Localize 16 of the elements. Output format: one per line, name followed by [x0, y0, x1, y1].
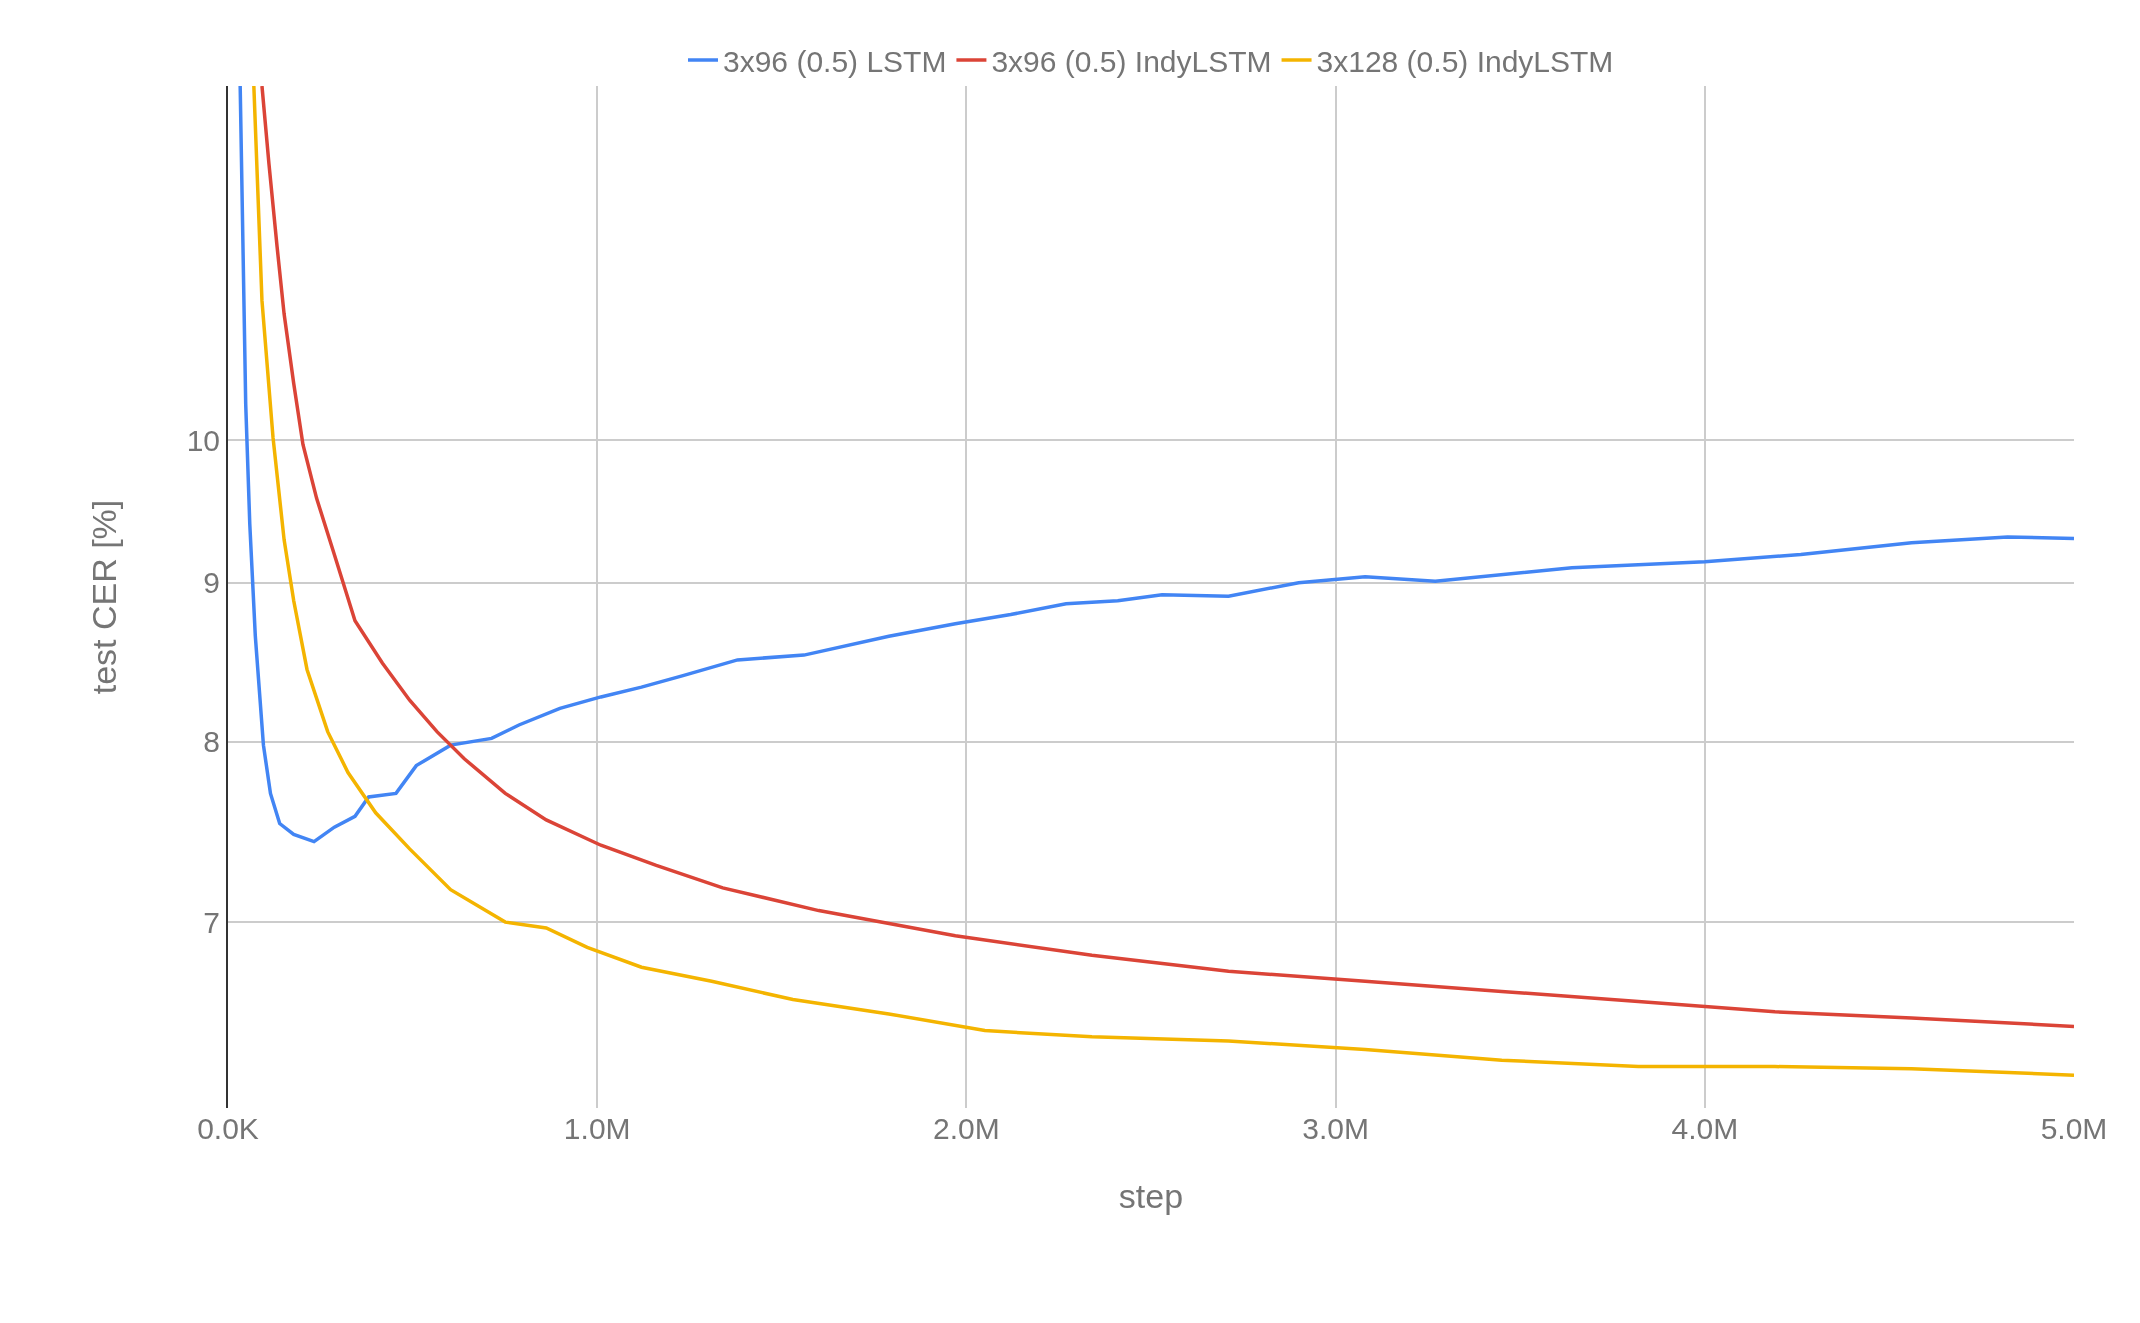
- x-tick-label: 4.0M: [1671, 1112, 1739, 1145]
- legend-label: 3x96 (0.5) LSTM: [723, 44, 947, 78]
- x-tick-label: 2.0M: [933, 1112, 1000, 1145]
- y-tick-label: 9: [203, 566, 220, 600]
- x-axis-title: step: [1118, 1177, 1184, 1216]
- line-series: [238, 86, 2074, 844]
- y-axis-title: test CER [%]: [84, 499, 123, 695]
- x-tick-label: 5.0M: [2040, 1112, 2108, 1145]
- x-tick-label: 1.0M: [563, 1112, 631, 1145]
- y-tick-label: 7: [203, 905, 220, 939]
- x-tick-label: 0.0K: [197, 1112, 259, 1145]
- y-tick-label: 8: [203, 725, 220, 759]
- x-tick-label: 3.0M: [1302, 1112, 1369, 1145]
- legend-label: 3x128 (0.5) IndyLSTM: [1316, 44, 1614, 78]
- legend-label: 3x96 (0.5) IndyLSTM: [991, 44, 1272, 78]
- y-tick-label: 10: [186, 423, 220, 457]
